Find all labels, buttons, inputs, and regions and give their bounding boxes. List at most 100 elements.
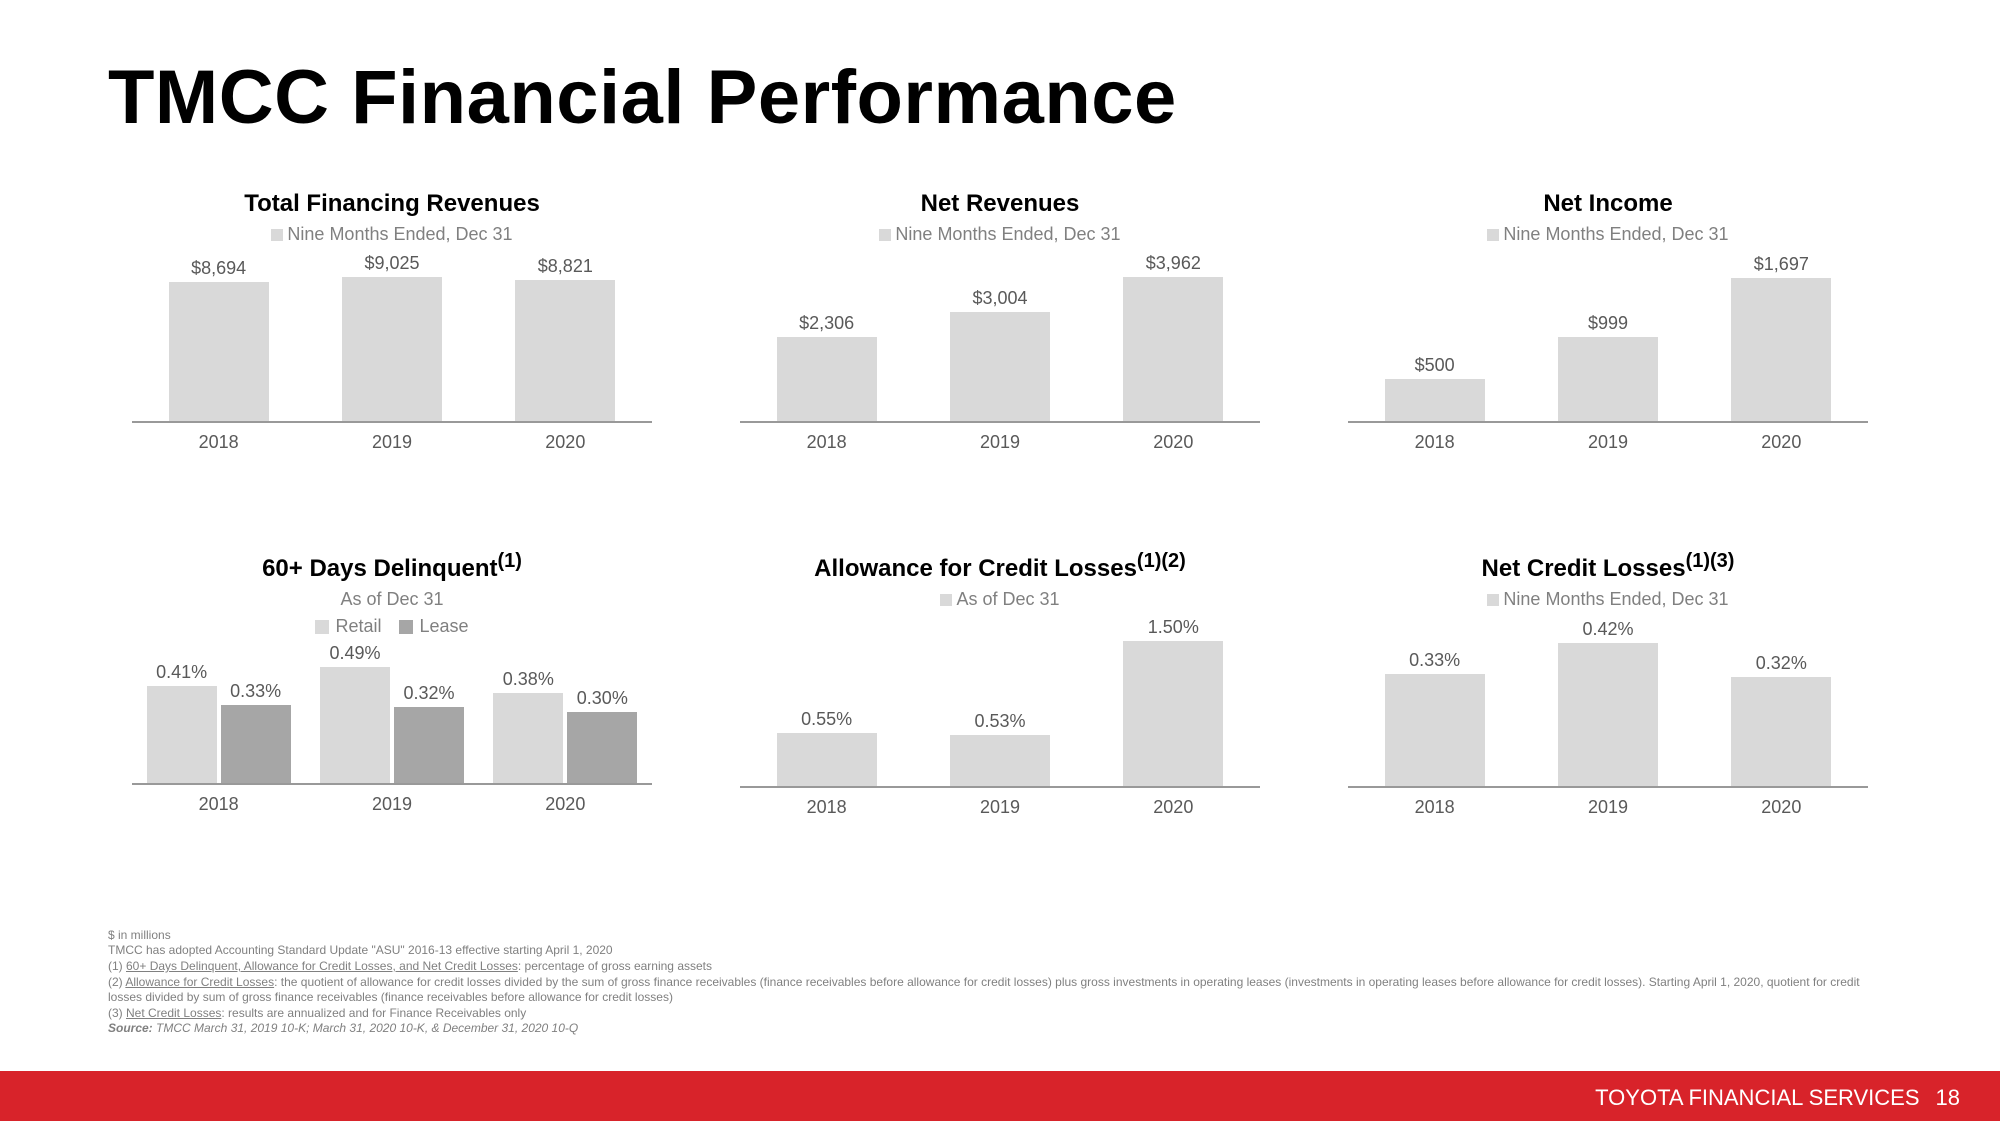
x-axis-label: 2020 xyxy=(1706,432,1856,453)
footer-brand: TOYOTA FINANCIAL SERVICES xyxy=(1595,1085,1919,1111)
x-axis xyxy=(132,421,652,423)
bar: 0.32% xyxy=(1731,677,1831,786)
chart-net-credit-losses: Net Credit Losses(1)(3) Nine Months Ende… xyxy=(1324,550,1892,890)
bar: 0.32% xyxy=(394,707,464,783)
chart-title: Net Income xyxy=(1543,190,1672,218)
legend-item-retail: Retail xyxy=(315,616,381,637)
legend-swatch xyxy=(315,620,329,634)
bar-value-label: $500 xyxy=(1415,355,1455,376)
bar: $500 xyxy=(1385,379,1485,421)
page-title: TMCC Financial Performance xyxy=(108,54,1177,141)
chart-subtitle: Nine Months Ended, Dec 31 xyxy=(879,224,1120,245)
bar-value-label: 0.49% xyxy=(329,643,380,664)
footnote-line: (1) 60+ Days Delinquent, Allowance for C… xyxy=(108,959,1892,975)
footnotes: $ in millions TMCC has adopted Accountin… xyxy=(108,928,1892,1037)
bar: 0.53% xyxy=(950,735,1050,786)
bar-group: 0.41%0.33% xyxy=(147,686,291,783)
bar-value-label: 1.50% xyxy=(1148,617,1199,638)
bar-value-label: $2,306 xyxy=(799,313,854,334)
chart-title: Net Revenues xyxy=(921,190,1080,218)
footer-text: TOYOTA FINANCIAL SERVICES 18 xyxy=(1595,1085,1960,1111)
bar-value-label: 0.32% xyxy=(403,683,454,704)
bar-value-label: 0.55% xyxy=(801,709,852,730)
bar-group: 0.42% xyxy=(1558,643,1658,786)
bar-value-label: 0.30% xyxy=(577,688,628,709)
bar-value-label: $3,004 xyxy=(972,288,1027,309)
x-axis-label: 2019 xyxy=(925,797,1075,818)
bar: $9,025 xyxy=(342,277,442,421)
footnote-line: (3) Net Credit Losses: results are annua… xyxy=(108,1006,1892,1022)
bar-group: $3,962 xyxy=(1123,277,1223,421)
chart-net-income: Net Income Nine Months Ended, Dec 31 $50… xyxy=(1324,190,1892,530)
bar-group: $8,694 xyxy=(169,282,269,421)
bar: $3,004 xyxy=(950,312,1050,421)
bar-group: $3,004 xyxy=(950,312,1050,421)
chart-total-financing-revenues: Total Financing Revenues Nine Months End… xyxy=(108,190,676,530)
bar-group: $9,025 xyxy=(342,277,442,421)
chart-subtitle: As of Dec 31 xyxy=(940,589,1059,610)
bar-group: 0.53% xyxy=(950,735,1050,786)
x-axis xyxy=(740,786,1260,788)
chart-subtitle: Nine Months Ended, Dec 31 xyxy=(1487,589,1728,610)
bar-pair: 0.41%0.33% xyxy=(147,686,291,783)
bar-value-label: 0.33% xyxy=(1409,650,1460,671)
x-axis-label: 2019 xyxy=(317,432,467,453)
x-axis-label: 2018 xyxy=(752,432,902,453)
x-axis-label: 2019 xyxy=(1533,797,1683,818)
x-axis-label: 2020 xyxy=(1706,797,1856,818)
bar-group: 1.50% xyxy=(1123,641,1223,786)
chart-title: 60+ Days Delinquent(1) xyxy=(262,550,522,583)
bar-value-label: $9,025 xyxy=(364,253,419,274)
bar-value-label: 0.32% xyxy=(1756,653,1807,674)
x-axis-label: 2020 xyxy=(1098,797,1248,818)
chart-title: Allowance for Credit Losses(1)(2) xyxy=(814,550,1186,583)
chart-allowance-credit-losses: Allowance for Credit Losses(1)(2) As of … xyxy=(716,550,1284,890)
chart-title: Total Financing Revenues xyxy=(244,190,540,218)
bar-value-label: $1,697 xyxy=(1754,254,1809,275)
bar-value-label: $8,694 xyxy=(191,258,246,279)
bar-group: 0.38%0.30% xyxy=(493,693,637,783)
bar-group: $8,821 xyxy=(515,280,615,421)
chart-net-revenues: Net Revenues Nine Months Ended, Dec 31 $… xyxy=(716,190,1284,530)
bar-group: $500 xyxy=(1385,379,1485,421)
chart-plot: 0.41%0.33%0.49%0.32%0.38%0.30% 201820192… xyxy=(132,645,652,815)
bar: $2,306 xyxy=(777,337,877,421)
x-axis-label: 2018 xyxy=(144,794,294,815)
slide: TMCC Financial Performance Total Financi… xyxy=(0,0,2000,1121)
bar-value-label: $3,962 xyxy=(1146,253,1201,274)
chart-subtitle: Nine Months Ended, Dec 31 xyxy=(271,224,512,245)
bar: $1,697 xyxy=(1731,278,1831,421)
bar: 0.38% xyxy=(493,693,563,783)
chart-plot: 0.55% 0.53% 1.50% 2018 2019 2020 xyxy=(740,618,1260,818)
bar-group: 0.49%0.32% xyxy=(320,667,464,783)
chart-subtitle: As of Dec 31 xyxy=(340,589,443,610)
bar-group: $1,697 xyxy=(1731,278,1831,421)
footnote-line: (2) Allowance for Credit Losses: the quo… xyxy=(108,975,1892,1006)
x-axis-label: 2019 xyxy=(925,432,1075,453)
bar: $8,694 xyxy=(169,282,269,421)
x-axis-label: 2020 xyxy=(1098,432,1248,453)
bar-value-label: 0.41% xyxy=(156,662,207,683)
bar-pair: 0.49%0.32% xyxy=(320,667,464,783)
x-axis xyxy=(1348,786,1868,788)
chart-title: Net Credit Losses(1)(3) xyxy=(1482,550,1735,583)
bar: 0.41% xyxy=(147,686,217,783)
source-line: Source: TMCC March 31, 2019 10-K; March … xyxy=(108,1021,1892,1037)
chart-plot: 0.33%0.42%0.32% 201820192020 xyxy=(1348,618,1868,818)
x-axis xyxy=(132,783,652,785)
bar-group: 0.55% xyxy=(777,733,877,786)
bar: $3,962 xyxy=(1123,277,1223,421)
x-axis-label: 2018 xyxy=(752,797,902,818)
bar-group: 0.33% xyxy=(1385,674,1485,786)
bar-group: 0.32% xyxy=(1731,677,1831,786)
bar-value-label: $8,821 xyxy=(538,256,593,277)
chart-plot: $2,306 $3,004 $3,962 2018 2019 2020 xyxy=(740,253,1260,453)
x-axis-label: 2020 xyxy=(490,794,640,815)
bar-value-label: 0.33% xyxy=(230,681,281,702)
bar-pair: 0.38%0.30% xyxy=(493,693,637,783)
chart-subtitle: Nine Months Ended, Dec 31 xyxy=(1487,224,1728,245)
x-axis-label: 2019 xyxy=(1533,432,1683,453)
legend-swatch xyxy=(399,620,413,634)
bar: 0.42% xyxy=(1558,643,1658,786)
x-axis-label: 2018 xyxy=(1360,432,1510,453)
